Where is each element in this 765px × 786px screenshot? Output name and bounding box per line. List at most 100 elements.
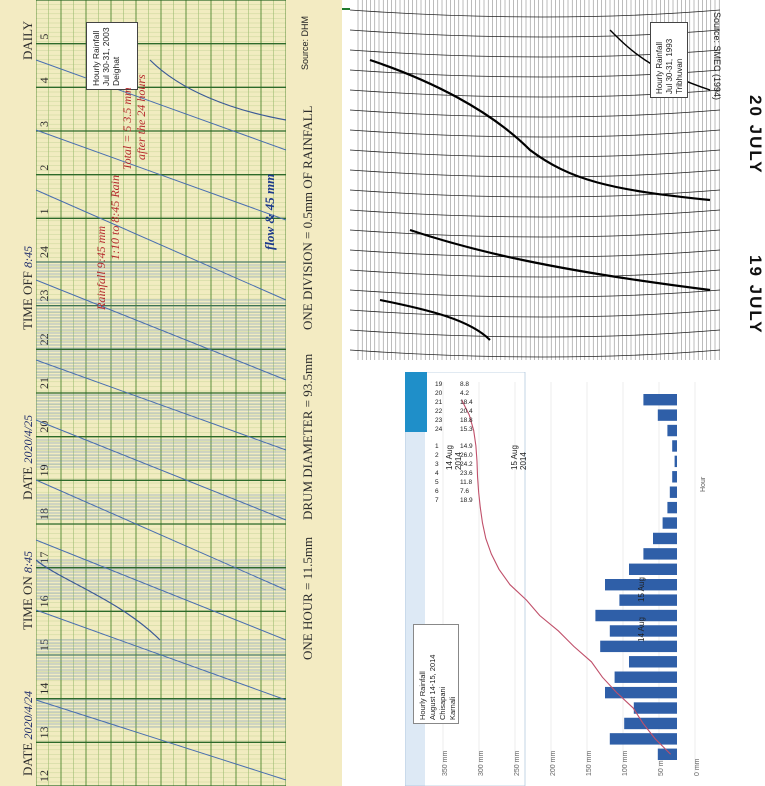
printed-chart-svg <box>350 0 765 372</box>
date-label: DATE <box>20 742 35 776</box>
hourly-bar <box>600 640 677 653</box>
hour-tick-label: 24 <box>37 246 51 258</box>
hourly-bar <box>633 702 677 714</box>
siphon-trace <box>35 129 287 221</box>
hour-tick-label: 2 <box>37 165 51 171</box>
hourly-legend-line-4: Karnali <box>448 696 457 720</box>
gauge-chart-svg: 12131415161718192021222324123456 <box>0 0 342 786</box>
printed-curved-line <box>350 189 721 198</box>
hourly-bar <box>629 563 677 575</box>
hourly-bar <box>674 455 677 468</box>
gauge-legend-line-3: Deighat <box>111 56 121 86</box>
hour-tick-label: 4 <box>37 77 51 83</box>
siphon-rain-gauge-chart: 12131415161718192021222324123456 DATE 20… <box>0 0 342 786</box>
printed-curved-line <box>350 209 721 218</box>
date-on-value: 2020/4/24 <box>21 690 35 740</box>
table-cell-rain: 18.8 <box>460 417 473 424</box>
printed-legend-line-1: Hourly Rainfall <box>655 41 664 94</box>
table-cell-rain: 23.6 <box>460 470 473 477</box>
handwritten-note-1: Rainfall 9:45 mm <box>94 226 108 310</box>
printed-curved-line <box>350 269 721 278</box>
time-off-label: TIME OFF <box>20 271 35 330</box>
gauge-legend-line-2: Jul 30-31, 2003 <box>101 27 111 86</box>
table-cell-rain: 4.2 <box>460 390 469 397</box>
table-cell-hour: 19 <box>435 381 443 388</box>
hourly-bar <box>595 609 677 622</box>
hour-tick-label: 19 <box>37 464 51 476</box>
printed-curved-line <box>350 129 721 138</box>
table-cell-hour: 2 <box>435 452 439 459</box>
hourly-bar <box>653 532 677 545</box>
printed-curved-line <box>350 149 721 158</box>
table-cell-hour: 3 <box>435 461 439 468</box>
printed-curved-line <box>350 349 721 358</box>
table-cell-hour: 23 <box>435 417 443 424</box>
printed-curved-line <box>350 9 721 18</box>
printed-curved-line <box>350 109 721 118</box>
table-cell-hour: 6 <box>435 488 439 495</box>
table-cell-rain: 18.4 <box>460 399 473 406</box>
printed-legend-line-3: Tribhuvan <box>675 58 684 94</box>
hourly-bar <box>605 579 677 591</box>
hour-tick-label: 17 <box>37 552 51 564</box>
time-on-field: TIME ON 8:45 <box>20 551 36 630</box>
hourly-bar <box>643 548 677 560</box>
table-cell-rain: 26.0 <box>460 452 473 459</box>
table-cell-hour: 22 <box>435 408 443 415</box>
table-cell-hour: 20 <box>435 390 443 397</box>
hourly-bar <box>672 440 677 452</box>
y-tick-label: 100 mm <box>622 751 629 776</box>
date-on-field: DATE 2020/4/24 <box>20 691 36 776</box>
handwritten-note-2: 1:10 to 8:45 Rain <box>108 175 122 260</box>
hour-tick-label: 18 <box>37 508 51 520</box>
handwritten-note-4: after the 24 hours <box>134 74 148 160</box>
siphon-trace <box>35 479 287 591</box>
table-cell-hour: 4 <box>435 470 439 477</box>
printed-curved-line <box>350 309 721 318</box>
footer-drum-diameter: DRUM DIAMETER = 93.5mm <box>300 353 315 520</box>
date-off-value: 2020/4/25 <box>21 414 35 464</box>
hour-tick-label: 3 <box>37 121 51 127</box>
siphon-trace <box>35 699 287 781</box>
time-on-value: 8:45 <box>21 550 35 573</box>
hourly-bar <box>629 656 677 668</box>
time-off-field: TIME OFF 8:45 <box>20 246 36 330</box>
siphon-trace <box>35 279 287 381</box>
hourly-bar <box>614 671 677 683</box>
hour-tick-label: 15 <box>37 639 51 651</box>
hourly-legend: Hourly Rainfall August 14-15, 2014 Chisa… <box>413 624 459 724</box>
siphon-trace <box>35 189 287 301</box>
gauge-legend: Hourly Rainfall Jul 30-31, 2003 Deighat <box>86 22 138 90</box>
hourly-bar <box>605 686 677 699</box>
table-cell-rain: 18.9 <box>460 497 473 504</box>
table-cell-hour: 5 <box>435 479 439 486</box>
printed-curved-line <box>350 169 721 178</box>
y-tick-label: 150 mm <box>586 751 593 776</box>
table-cell-rain: 14.9 <box>460 443 473 450</box>
table-cell-hour: 1 <box>435 443 439 450</box>
rain-trace-heavy-3 <box>379 299 491 341</box>
footer-strip <box>286 0 342 786</box>
header-strip <box>0 0 36 786</box>
hour-tick-label: 1 <box>37 208 51 214</box>
daily-label: DAILY <box>20 20 35 60</box>
rain-trace-light <box>609 29 711 91</box>
hourly-bar <box>662 517 677 529</box>
hourly-legend-line-2: August 14-15, 2014 <box>428 654 437 720</box>
printed-rainfall-chart: Hourly Rainfall Jul 30-31, 1993 Tribhuva… <box>350 0 765 372</box>
hourly-rainfall-dashboard: 0 mm 50 mm 100 mm 150 mm 200 mm 250 mm 300 mm 3… <box>405 372 727 786</box>
y-tick-label: 0 mm <box>694 758 701 776</box>
day-label-14-aug: 14 Aug <box>637 617 646 642</box>
rain-trace-heavy-2 <box>409 228 711 292</box>
hour-tick-label: 23 <box>37 290 51 302</box>
siphon-trace <box>35 539 287 641</box>
table-header-cell <box>405 372 427 432</box>
printed-curved-line <box>350 329 721 338</box>
printed-legend-line-2: Jul 30-31, 1993 <box>665 38 674 94</box>
hour-tick-label: 21 <box>37 377 51 389</box>
hourly-bar <box>643 394 677 406</box>
table-day-15: 15 Aug 2014 <box>510 445 528 470</box>
y-tick-label: 250 mm <box>514 751 521 776</box>
hour-tick-label: 14 <box>37 683 51 695</box>
rain-curve-bottom <box>35 559 161 641</box>
